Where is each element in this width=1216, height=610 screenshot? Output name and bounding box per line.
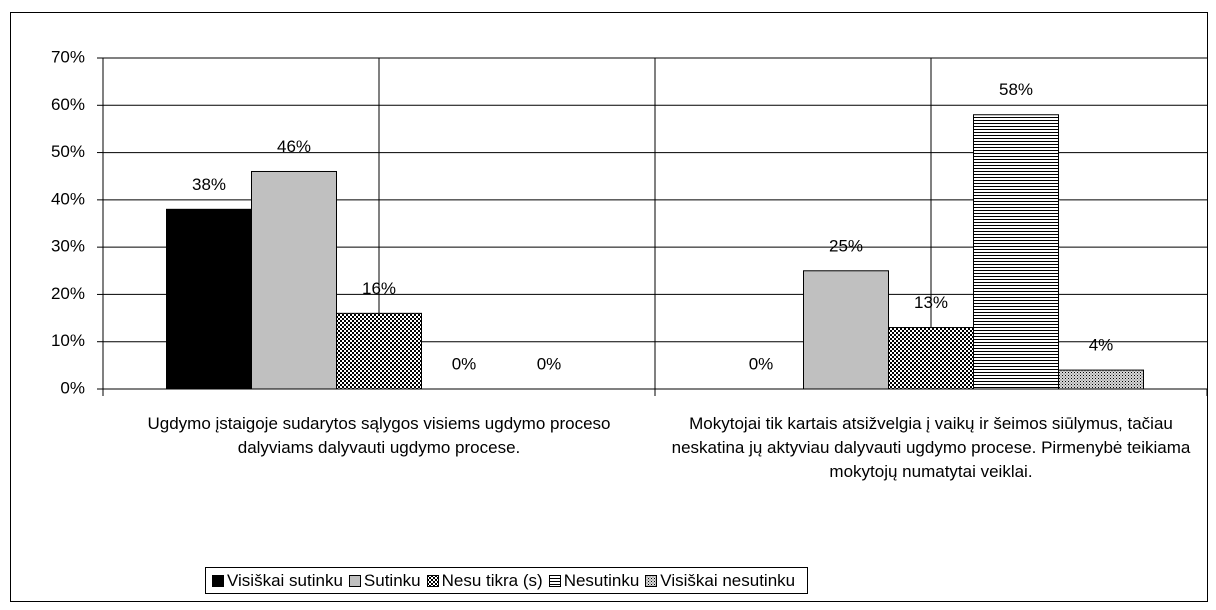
swatch bbox=[348, 574, 361, 587]
x-category-label: Ugdymo įstaigoje sudarytos sąlygos visie… bbox=[147, 414, 611, 457]
bar bbox=[251, 170, 337, 390]
bar bbox=[336, 312, 422, 390]
legend-swatch bbox=[548, 574, 561, 587]
data-label: 46% bbox=[277, 137, 311, 156]
legend-label: Visiškai sutinku bbox=[227, 570, 343, 590]
legend-item: Visiškai sutinku bbox=[212, 571, 343, 591]
data-label: 25% bbox=[829, 236, 863, 255]
y-tick-label: 60% bbox=[51, 95, 85, 114]
data-label: 4% bbox=[1089, 336, 1114, 355]
y-tick-label: 10% bbox=[51, 331, 85, 350]
legend-label: Visiškai nesutinku bbox=[660, 570, 796, 590]
y-tick-label: 30% bbox=[51, 237, 85, 256]
legend-swatch bbox=[645, 574, 658, 587]
legend-swatch bbox=[426, 574, 439, 587]
legend-item: Sutinku bbox=[348, 570, 421, 591]
y-tick-label: 70% bbox=[51, 47, 85, 66]
bar bbox=[973, 114, 1059, 390]
data-label: 0% bbox=[452, 354, 477, 373]
legend: Visiškai sutinku Sutinku Nesu tikra (s) Nes… bbox=[205, 567, 809, 594]
bar bbox=[803, 270, 889, 390]
data-label: 0% bbox=[537, 354, 562, 373]
bar bbox=[1058, 369, 1144, 390]
swatch bbox=[212, 574, 224, 587]
swatch bbox=[548, 574, 561, 587]
bar bbox=[888, 327, 974, 390]
x-category-label: Mokytojai tik kartais atsižvelgia į vaik… bbox=[671, 414, 1191, 481]
data-label: 16% bbox=[362, 279, 396, 298]
data-label: 38% bbox=[192, 175, 226, 194]
legend-label: Sutinku bbox=[363, 570, 421, 590]
bar bbox=[166, 208, 252, 390]
y-tick-label: 50% bbox=[51, 142, 85, 161]
legend-swatch bbox=[212, 574, 224, 587]
legend-item: Nesutinku bbox=[548, 570, 640, 591]
y-tick-label: 0% bbox=[60, 378, 85, 397]
legend-label: Nesu tikra (s) bbox=[441, 570, 543, 590]
legend-item: Nesu tikra (s) bbox=[426, 570, 543, 591]
data-label: 13% bbox=[914, 293, 948, 312]
y-tick-label: 20% bbox=[51, 284, 85, 303]
data-label: 0% bbox=[749, 354, 774, 373]
swatch bbox=[426, 574, 439, 587]
legend-label: Nesutinku bbox=[563, 570, 640, 590]
legend-swatch bbox=[348, 574, 361, 587]
y-tick-label: 40% bbox=[51, 189, 85, 208]
legend-item: Visiškai nesutinku bbox=[645, 571, 795, 591]
data-label: 58% bbox=[999, 80, 1033, 99]
swatch bbox=[645, 574, 658, 587]
